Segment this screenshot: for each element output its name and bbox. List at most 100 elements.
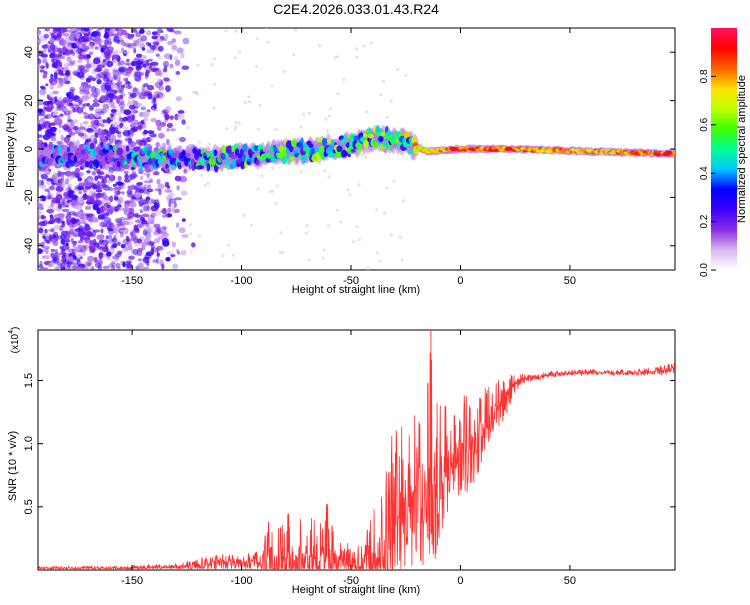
spectrogram-cell bbox=[52, 112, 56, 117]
spectrogram-cell bbox=[44, 169, 51, 176]
spectrogram-cell bbox=[123, 178, 131, 183]
spectrogram-cell bbox=[348, 193, 352, 197]
spectrogram-cell bbox=[61, 208, 70, 213]
spectrogram-cell bbox=[70, 262, 77, 270]
spectrogram-cell bbox=[86, 213, 94, 217]
spectrogram-cell bbox=[70, 171, 78, 178]
spectrogram-cell bbox=[94, 112, 101, 119]
spectrogram-cell bbox=[52, 90, 59, 95]
spectrogram-cell bbox=[82, 193, 88, 201]
spectrogram-cell bbox=[165, 257, 169, 262]
spectrogram-cell bbox=[120, 100, 124, 106]
spectrogram-cell bbox=[179, 136, 186, 143]
colorbar-label: Normalized spectral amplitude bbox=[736, 75, 748, 223]
spectrogram-cell bbox=[95, 73, 102, 81]
colorbar-tick-label: 0.8 bbox=[699, 69, 710, 83]
spectrogram-cell bbox=[318, 44, 322, 48]
snr-marks bbox=[38, 330, 675, 570]
spectrogram-cell bbox=[143, 266, 148, 270]
spectrogram-cell bbox=[125, 42, 132, 47]
spectrogram-cell bbox=[143, 224, 149, 232]
spectrogram-cell bbox=[69, 89, 75, 93]
spectrogram-cell bbox=[136, 182, 144, 186]
spectrogram-cell bbox=[102, 107, 110, 111]
spectrogram-cell bbox=[299, 170, 303, 174]
spectrogram-cell bbox=[97, 214, 105, 220]
spectrogram-cell bbox=[326, 129, 330, 133]
spectrogram-cell bbox=[42, 219, 48, 223]
spectrogram-cell bbox=[355, 225, 359, 228]
spectrogram-cell bbox=[125, 260, 132, 264]
y-tick-label: -20 bbox=[23, 189, 35, 205]
spectrogram-cell bbox=[177, 110, 185, 114]
spectrogram-cell bbox=[95, 160, 100, 169]
spectrogram-cell bbox=[65, 170, 72, 177]
y-tick-label: 0.5 bbox=[23, 499, 35, 514]
spectrogram-cell bbox=[38, 242, 42, 246]
spectrogram-cell bbox=[121, 191, 125, 195]
spectrogram-cell bbox=[135, 31, 142, 38]
spectrogram-cell bbox=[144, 266, 151, 270]
spectrogram-cell bbox=[79, 89, 86, 95]
spectrogram-cell bbox=[112, 144, 117, 152]
spectrogram-cell bbox=[88, 240, 95, 245]
spectrogram-cell bbox=[53, 72, 58, 80]
spectrogram-cell bbox=[157, 183, 165, 190]
spectrogram-cell bbox=[139, 28, 145, 34]
spectrogram-cell bbox=[74, 246, 78, 254]
spectrogram-cell bbox=[56, 140, 64, 145]
spectrogram-cell bbox=[79, 247, 83, 253]
spectrogram-cell bbox=[89, 75, 94, 80]
spectrogram-cell bbox=[133, 119, 139, 125]
spectrogram-cell bbox=[72, 241, 77, 246]
spectrogram-cell bbox=[85, 161, 90, 168]
spectrogram-cell bbox=[189, 250, 193, 254]
spectrogram-cell bbox=[101, 209, 105, 214]
spectrogram-cell bbox=[94, 242, 100, 249]
spectrogram-cell bbox=[160, 35, 164, 42]
spectrogram-cell bbox=[385, 115, 389, 119]
spectrogram-cell bbox=[56, 186, 64, 193]
spectrogram-cell bbox=[206, 181, 210, 185]
spectrogram-cell bbox=[291, 139, 298, 148]
spectrogram-cell bbox=[100, 71, 109, 76]
spectrogram-cell bbox=[188, 223, 192, 227]
spectrogram-cell bbox=[40, 53, 49, 58]
spectrogram-cell bbox=[86, 262, 92, 267]
spectrogram-cell bbox=[130, 228, 134, 234]
spectrogram-cell bbox=[106, 60, 114, 68]
spectrogram-cell bbox=[329, 107, 333, 111]
spectrogram-cell bbox=[664, 150, 673, 155]
spectrogram-cell bbox=[39, 117, 46, 124]
spectrogram-cell bbox=[104, 52, 111, 60]
spectrogram-cell bbox=[116, 28, 125, 36]
spectrogram-cell bbox=[127, 137, 133, 145]
spectrogram-cell bbox=[69, 60, 76, 64]
spectrogram-cell bbox=[64, 178, 70, 185]
spectrogram-cell bbox=[350, 148, 356, 153]
spectrogram-cell bbox=[139, 209, 144, 214]
spectrogram-cell bbox=[147, 91, 153, 96]
spectrogram-cell bbox=[353, 135, 359, 141]
spectrogram-cell bbox=[164, 33, 169, 40]
spectrogram-cell bbox=[274, 128, 278, 131]
spectrogram-cell bbox=[294, 28, 298, 32]
spectrogram-cell bbox=[69, 132, 76, 136]
spectrogram-cell bbox=[162, 207, 167, 215]
spectrogram-cell bbox=[40, 173, 48, 180]
spectrogram-cell bbox=[122, 206, 130, 214]
spectrogram-cell bbox=[49, 83, 55, 90]
spectrogram-cell bbox=[45, 83, 49, 87]
spectrogram-cell bbox=[72, 255, 77, 260]
spectrogram-cell bbox=[160, 121, 167, 127]
spectrogram-cell bbox=[134, 192, 142, 199]
spectrogram-cell bbox=[83, 55, 86, 60]
spectrogram-cell bbox=[271, 166, 275, 170]
spectrogram-cell bbox=[110, 130, 116, 135]
spectrogram-cell bbox=[124, 164, 130, 170]
spectrogram-cell bbox=[234, 125, 238, 129]
spectrogram-cell bbox=[212, 106, 216, 110]
spectrogram-cell bbox=[100, 109, 108, 114]
spectrogram-cell bbox=[95, 122, 102, 127]
